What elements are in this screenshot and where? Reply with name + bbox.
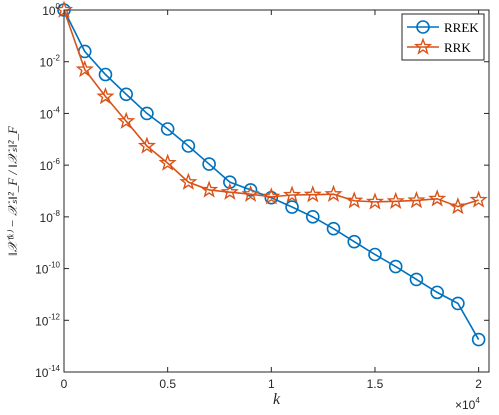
x-tick-label: 0 [61, 377, 68, 391]
data-point [365, 192, 385, 210]
series-line [63, 9, 479, 208]
legend: RREK RRK [401, 13, 485, 61]
data-point [220, 182, 239, 200]
data-point [202, 157, 216, 171]
y-tick-label: 100 [42, 2, 60, 18]
data-point [137, 136, 156, 154]
x-tick-label: 1 [268, 377, 275, 391]
y-axis-label: ‖𝒳⁽ᵏ⁾ − 𝒳ₛ‖²_F / ‖𝒳ₛ‖²_F [5, 125, 20, 256]
x-tick-label: 0.5 [159, 377, 176, 391]
legend-label: RREK [444, 20, 479, 35]
x-tick-label: 2 [475, 377, 482, 391]
data-point [264, 190, 279, 205]
data-point [469, 190, 488, 208]
data-point [243, 183, 258, 197]
legend-marker [413, 37, 433, 55]
series-line [63, 9, 480, 340]
plot-frame [63, 9, 490, 373]
legend-item: RREK [407, 20, 479, 35]
legend-marker [416, 20, 430, 34]
data-point [471, 332, 486, 347]
data-point [451, 296, 465, 311]
data-point [285, 200, 299, 214]
data-point [386, 191, 405, 210]
y-tick-label: 10-12 [35, 312, 60, 328]
ticks-layer: 0 0.5 1 1.5 2 100 10-2 10-4 10-6 10-8 10-10 10-12 10… [35, 2, 489, 391]
data-point [262, 187, 281, 205]
x-multiplier-base: ×10 [455, 398, 476, 412]
plot-box [63, 9, 490, 373]
data-point [158, 153, 177, 171]
data-point [200, 180, 219, 198]
data-point [282, 185, 302, 203]
x-axis-label: k [273, 391, 281, 408]
data-point [368, 247, 382, 262]
series-layer [54, 0, 488, 347]
x-multiplier: ×104 [455, 396, 480, 412]
data-point [140, 106, 154, 121]
data-point [448, 197, 467, 215]
data-point [407, 190, 426, 209]
y-tick-label: 10-10 [35, 261, 60, 277]
y-tick-label: 10-4 [40, 105, 61, 121]
x-multiplier-exponent: 4 [475, 396, 480, 405]
data-point [117, 111, 136, 129]
data-point [223, 175, 237, 189]
series-rrek [57, 3, 486, 347]
legend-label: RRK [444, 40, 471, 55]
data-point [241, 184, 260, 202]
y-tick-label: 10-2 [40, 54, 61, 70]
data-point [119, 87, 133, 102]
data-point [160, 122, 175, 136]
data-point [428, 189, 447, 207]
legend-item: RRK [407, 37, 471, 55]
data-point [326, 221, 341, 236]
legend-box [401, 13, 485, 61]
y-tick-label: 10-14 [35, 364, 60, 380]
x-tick-label: 1.5 [367, 377, 384, 391]
data-point [179, 172, 198, 190]
y-tick-label: 10-8 [40, 209, 61, 225]
data-point [303, 185, 322, 203]
data-point [409, 272, 424, 287]
series-rrk [54, 0, 488, 215]
data-point [181, 139, 196, 153]
data-point [96, 87, 115, 105]
data-point [75, 59, 94, 78]
data-point [347, 234, 362, 249]
data-point [305, 210, 320, 224]
data-point [324, 184, 343, 202]
data-point [98, 67, 113, 82]
data-point [345, 191, 364, 209]
y-tick-label: 10-6 [40, 157, 61, 173]
data-point [388, 259, 403, 274]
data-point [430, 285, 444, 300]
